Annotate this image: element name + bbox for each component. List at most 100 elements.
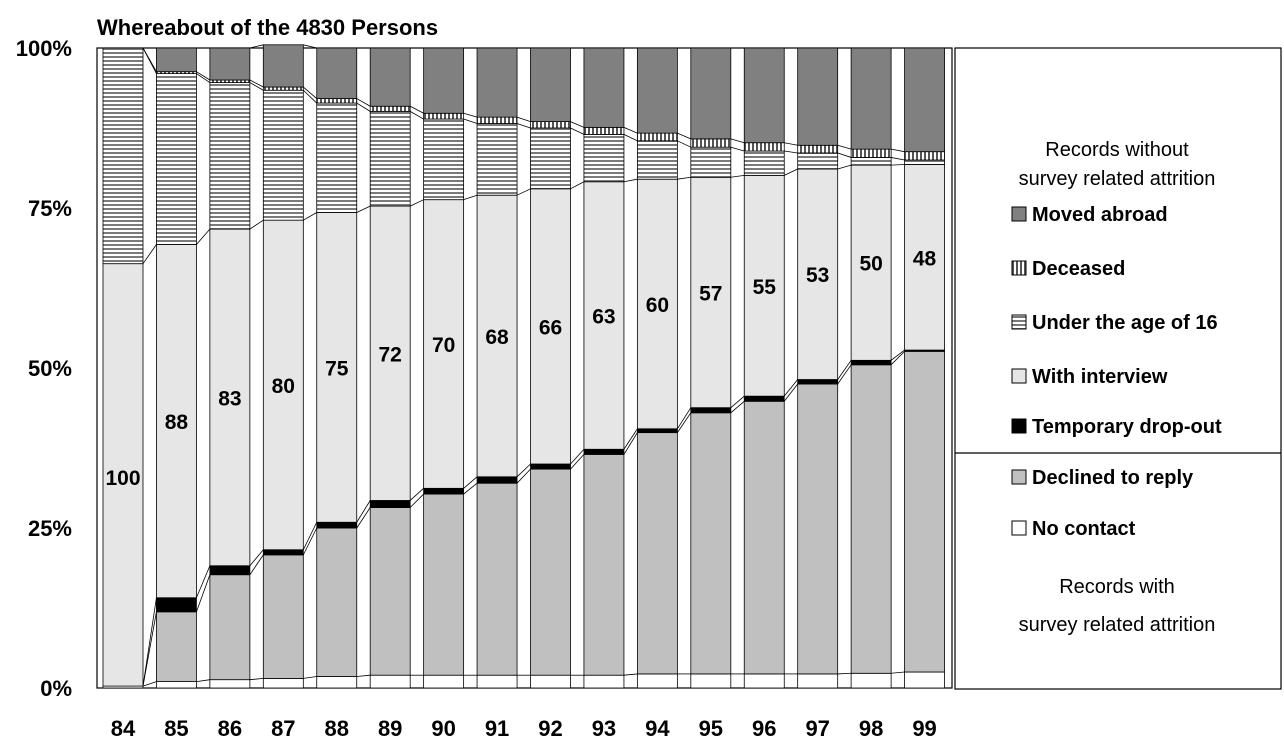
bar-segment-moved-abroad-86 — [209, 47, 251, 81]
connector-96-97-3 — [783, 379, 798, 397]
connector-97-98-3 — [837, 360, 852, 380]
data-label-91: 68 — [485, 326, 509, 349]
bar-segment-no-contact-87 — [262, 678, 304, 689]
legend: Records without survey related attrition… — [954, 47, 1282, 690]
bar-segment-with-interview-97 — [797, 168, 839, 380]
series-connectors — [142, 44, 905, 687]
legend-label-with-interview: With interview — [1032, 366, 1168, 388]
bar-segment-under-the-age-of-16-84 — [102, 47, 144, 265]
legend-swatch-deceased — [1011, 260, 1027, 276]
data-label-88: 75 — [325, 357, 349, 380]
x-tick-87: 87 — [271, 716, 295, 741]
bar-segment-deceased-99 — [904, 151, 945, 161]
bar-segment-temporary-drop-out-89 — [369, 500, 411, 508]
x-axis-ticks: 84 85 86 87 88 89 90 91 92 93 94 95 96 97 98 99 — [111, 716, 937, 741]
legend-bottom-heading-line2: survey related attrition — [1019, 614, 1216, 636]
bar-segment-deceased-92 — [530, 121, 571, 129]
bar-segment-temporary-drop-out-98 — [850, 359, 892, 366]
data-label-87: 80 — [272, 375, 295, 398]
connector-85-86-5 — [196, 73, 211, 83]
bar-segment-under-the-age-of-16-89 — [369, 110, 411, 207]
x-tick-90: 90 — [431, 716, 455, 741]
connector-88-89-5 — [356, 102, 371, 112]
y-tick-0: 0% — [40, 676, 72, 701]
bar-segment-moved-abroad-90 — [423, 47, 465, 114]
connector-97-98-4 — [837, 164, 852, 170]
bar-segment-temporary-drop-out-92 — [530, 463, 571, 470]
bar-segment-declined-to-reply-95 — [690, 412, 732, 675]
y-tick-75: 75% — [28, 196, 72, 221]
bar-segment-declined-to-reply-88 — [316, 527, 358, 677]
bar-segment-moved-abroad-95 — [690, 47, 732, 140]
legend-swatch-declined-to-reply — [1011, 469, 1027, 485]
legend-item-declined-to-reply: Declined to reply — [1011, 467, 1194, 489]
bar-segment-declined-to-reply-86 — [209, 574, 251, 681]
connector-86-87-3 — [249, 549, 264, 567]
connector-86-87-4 — [249, 219, 264, 230]
connector-91-92-2 — [516, 468, 531, 484]
connector-87-88-7 — [303, 44, 317, 49]
connector-88-89-4 — [356, 205, 371, 213]
data-label-95: 57 — [699, 282, 722, 305]
bar-segment-moved-abroad-96 — [743, 47, 785, 144]
bar-segment-no-contact-97 — [797, 673, 839, 689]
bar-segment-declined-to-reply-97 — [797, 383, 839, 675]
bar-segment-deceased-90 — [423, 112, 465, 120]
bar-segment-declined-to-reply-91 — [476, 482, 518, 676]
bar-segment-under-the-age-of-16-94 — [636, 140, 678, 180]
connector-98-99-1 — [891, 671, 905, 674]
connector-84-85-6 — [142, 47, 157, 72]
bar-segment-declined-to-reply-99 — [904, 350, 945, 673]
data-label-98: 50 — [859, 253, 882, 276]
connector-96-97-2 — [783, 383, 799, 402]
connector-91-92-4 — [516, 188, 531, 196]
bar-segment-under-the-age-of-16-90 — [423, 118, 465, 201]
data-label-92: 66 — [539, 316, 562, 339]
x-tick-86: 86 — [218, 716, 242, 741]
legend-item-moved-abroad: Moved abroad — [1011, 204, 1168, 226]
legend-swatch-with-interview — [1011, 368, 1027, 384]
bar-segment-moved-abroad-85 — [156, 47, 197, 73]
y-tick-25: 25% — [28, 516, 72, 541]
bar-segment-under-the-age-of-16-86 — [209, 82, 251, 230]
bar-segment-no-contact-89 — [369, 674, 411, 689]
bar-segment-with-interview-94 — [636, 178, 678, 430]
legend-label-under-the-age-of-16: Under the age of 16 — [1032, 312, 1218, 334]
connector-93-94-2 — [623, 432, 638, 455]
bar-segment-temporary-drop-out-88 — [316, 521, 358, 529]
connector-97-98-5 — [837, 152, 852, 158]
x-tick-97: 97 — [805, 716, 829, 741]
legend-top-heading-line1: Records without — [1045, 139, 1189, 161]
y-axis-ticks: 0% 25% 50% 75% 100% — [16, 36, 72, 701]
connector-86-87-6 — [249, 79, 264, 88]
bar-segment-temporary-drop-out-91 — [476, 476, 518, 484]
bar-segment-deceased-98 — [850, 148, 892, 158]
data-label-86: 83 — [218, 387, 241, 410]
connector-93-94-3 — [623, 428, 638, 450]
connector-93-94-6 — [623, 126, 638, 134]
data-label-90: 70 — [432, 334, 455, 357]
connector-85-86-4 — [196, 228, 211, 245]
bar-segment-under-the-age-of-16-96 — [743, 150, 785, 176]
bar-segment-moved-abroad-88 — [316, 47, 358, 99]
connector-94-95-4 — [677, 176, 691, 180]
bar-segment-no-contact-92 — [530, 674, 571, 689]
connector-86-87-5 — [249, 82, 264, 91]
connector-97-98-1 — [837, 672, 852, 675]
legend-item-with-interview: With interview — [1011, 366, 1168, 388]
connector-92-93-2 — [570, 454, 585, 470]
bar-segment-temporary-drop-out-93 — [583, 448, 625, 455]
bar-segment-temporary-drop-out-95 — [690, 407, 732, 414]
bar-segment-no-contact-91 — [476, 674, 518, 689]
bar-segment-moved-abroad-91 — [476, 47, 518, 118]
x-tick-91: 91 — [485, 716, 509, 741]
bar-segment-deceased-96 — [743, 142, 785, 152]
bars — [102, 44, 945, 689]
bar-segment-no-contact-98 — [850, 672, 892, 689]
bar-segment-deceased-87 — [262, 86, 304, 91]
connector-93-94-5 — [623, 134, 638, 142]
bar-segment-deceased-97 — [797, 144, 839, 154]
bar-segment-deceased-91 — [476, 116, 518, 124]
legend-bottom-heading-line1: Records with — [1059, 576, 1175, 598]
